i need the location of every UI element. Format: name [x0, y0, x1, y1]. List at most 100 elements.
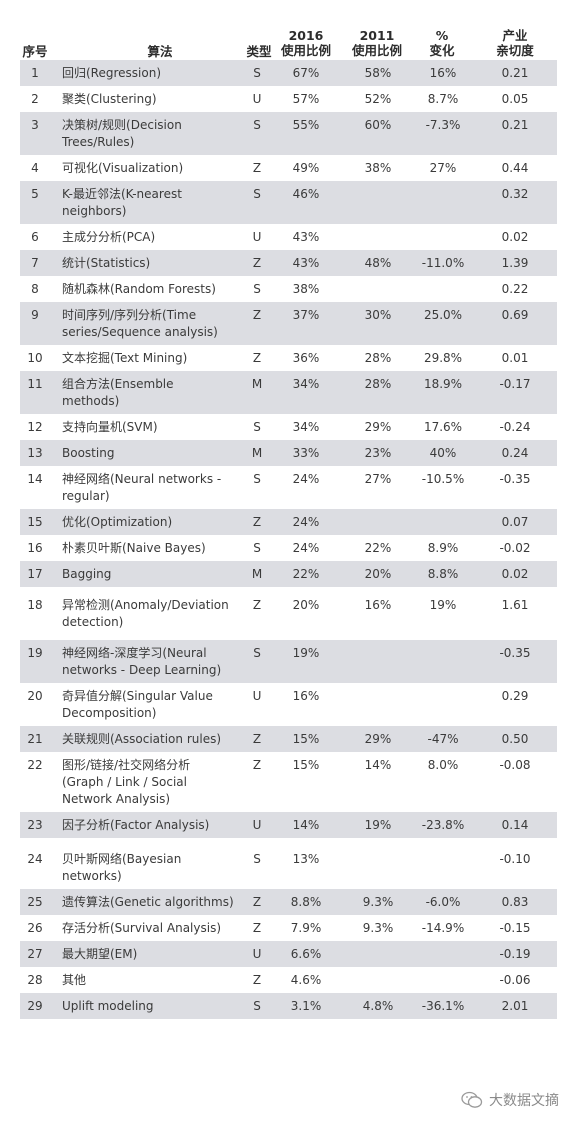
header-usage-2016: 2016 使用比例 — [280, 28, 331, 58]
cell-no: 22 — [27, 758, 43, 772]
cell-u16: 43% — [292, 230, 320, 244]
cell-no: 16 — [27, 541, 43, 555]
cell-u16: 36% — [292, 351, 320, 365]
cell-alg: 奇异值分解(Singular Value Decomposition) — [62, 689, 213, 720]
cell-alg: 神经网络-深度学习(Neural networks - Deep Learnin… — [62, 646, 222, 677]
cell-u16: 49% — [292, 161, 320, 175]
cell-alg: 朴素贝叶斯(Naive Bayes) — [62, 541, 206, 555]
cell-chg: 8.0% — [427, 758, 459, 772]
cell-no: 15 — [27, 515, 43, 529]
cell-ind: 0.14 — [501, 818, 529, 832]
cell-u11: 4.8% — [362, 999, 394, 1013]
cell-no: 18 — [27, 598, 43, 612]
cell-type: Z — [252, 161, 262, 175]
cell-ind: 0.69 — [501, 308, 529, 322]
cell-no: 26 — [27, 921, 43, 935]
cell-alg: 存活分析(Survival Analysis) — [62, 921, 222, 935]
table-row: 12 支持向量机(SVM) S 34% 29% 17.6% -0.24 — [20, 414, 557, 440]
cell-u16: 22% — [292, 567, 320, 581]
cell-chg: 27% — [429, 161, 457, 175]
cell-alg: Uplift modeling — [62, 999, 154, 1013]
cell-alg: 异常检测(Anomaly/Deviation detection) — [62, 598, 229, 629]
cell-no: 27 — [27, 947, 43, 961]
cell-alg: 最大期望(EM) — [62, 947, 138, 961]
table-row: 28 其他 Z 4.6% -0.06 — [20, 967, 557, 993]
cell-alg: 遗传算法(Genetic algorithms) — [62, 895, 234, 909]
cell-no: 14 — [27, 472, 43, 486]
table-row: 26 存活分析(Survival Analysis) Z 7.9% 9.3% -14.9%… — [20, 915, 557, 941]
cell-u16: 6.6% — [290, 947, 322, 961]
cell-u16: 38% — [292, 282, 320, 296]
cell-alg: K-最近邻法(K-nearest neighbors) — [62, 187, 182, 218]
table-row: 15 优化(Optimization) Z 24% 0.07 — [20, 509, 557, 535]
table-row: 20 奇异值分解(Singular Value Decomposition) U 16… — [20, 683, 557, 726]
cell-no: 8 — [31, 282, 39, 296]
cell-u16: 34% — [292, 377, 320, 391]
cell-chg: -23.8% — [421, 818, 465, 832]
cell-chg: -6.0% — [425, 895, 461, 909]
cell-alg: 主成分分析(PCA) — [62, 230, 156, 244]
cell-u11: 29% — [364, 420, 392, 434]
cell-u16: 67% — [292, 66, 320, 80]
cell-ind: 0.32 — [501, 187, 529, 201]
cell-u11: 14% — [364, 758, 392, 772]
cell-type: U — [252, 818, 262, 832]
cell-no: 11 — [27, 377, 43, 391]
cell-u16: 43% — [292, 256, 320, 270]
table-row: 14 神经网络(Neural networks - regular) S 24% 27%… — [20, 466, 557, 509]
cell-ind: 0.83 — [501, 895, 529, 909]
cell-u11: 22% — [364, 541, 392, 555]
cell-no: 25 — [27, 895, 43, 909]
cell-alg: Bagging — [62, 567, 112, 581]
cell-u16: 46% — [292, 187, 320, 201]
table-row: 5 K-最近邻法(K-nearest neighbors) S 46% 0.32 — [20, 181, 557, 224]
cell-u11: 28% — [364, 377, 392, 391]
cell-type: Z — [252, 351, 262, 365]
watermark-text: 大数据文摘 — [489, 1093, 559, 1109]
header-type: 类型 — [246, 44, 272, 59]
cell-type: Z — [252, 758, 262, 772]
cell-chg: 17.6% — [423, 420, 463, 434]
cell-type: S — [253, 646, 261, 660]
cell-type: Z — [252, 732, 262, 746]
cell-no: 1 — [31, 66, 39, 80]
cell-ind: 0.01 — [501, 351, 529, 365]
cell-alg: 可视化(Visualization) — [62, 161, 184, 175]
cell-u16: 37% — [292, 308, 320, 322]
table-row: 9 时间序列/序列分析(Time series/Sequence analysis… — [20, 302, 557, 345]
table-row: 27 最大期望(EM) U 6.6% -0.19 — [20, 941, 557, 967]
cell-chg: -7.3% — [425, 118, 461, 132]
cell-no: 20 — [27, 689, 43, 703]
table-row: 17 Bagging M 22% 20% 8.8% 0.02 — [20, 561, 557, 587]
cell-ind: 0.02 — [501, 230, 529, 244]
header-industry-affinity: 产业 亲切度 — [496, 28, 534, 58]
cell-no: 17 — [27, 567, 43, 581]
cell-u16: 24% — [292, 515, 320, 529]
cell-type: U — [252, 92, 262, 106]
cell-u16: 15% — [292, 758, 320, 772]
cell-u11: 38% — [364, 161, 392, 175]
cell-ind: -0.10 — [499, 852, 531, 866]
header-change: % 变化 — [429, 28, 455, 58]
cell-alg: 回归(Regression) — [62, 66, 162, 80]
cell-alg: 随机森林(Random Forests) — [62, 282, 216, 296]
cell-no: 19 — [27, 646, 43, 660]
cell-u16: 4.6% — [290, 973, 322, 987]
table-row: 22 图形/链接/社交网络分析 (Graph / Link / Social Ne… — [20, 752, 557, 812]
table-row: 11 组合方法(Ensemble methods) M 34% 28% 18.9% -0.1… — [20, 371, 557, 414]
cell-ind: 1.39 — [501, 256, 529, 270]
cell-no: 9 — [31, 308, 39, 322]
cell-type: S — [253, 118, 261, 132]
cell-u16: 7.9% — [290, 921, 322, 935]
cell-type: U — [252, 689, 262, 703]
cell-chg: -47% — [427, 732, 459, 746]
cell-u11: 20% — [364, 567, 392, 581]
cell-type: Z — [252, 256, 262, 270]
cell-alg: 贝叶斯网络(Bayesian networks) — [62, 852, 182, 883]
cell-ind: 0.21 — [501, 66, 529, 80]
table-row: 21 关联规则(Association rules) Z 15% 29% -47% 0.50 — [20, 726, 557, 752]
cell-u11: 30% — [364, 308, 392, 322]
cell-alg: 优化(Optimization) — [62, 515, 173, 529]
cell-type: Z — [252, 308, 262, 322]
cell-type: S — [253, 999, 261, 1013]
